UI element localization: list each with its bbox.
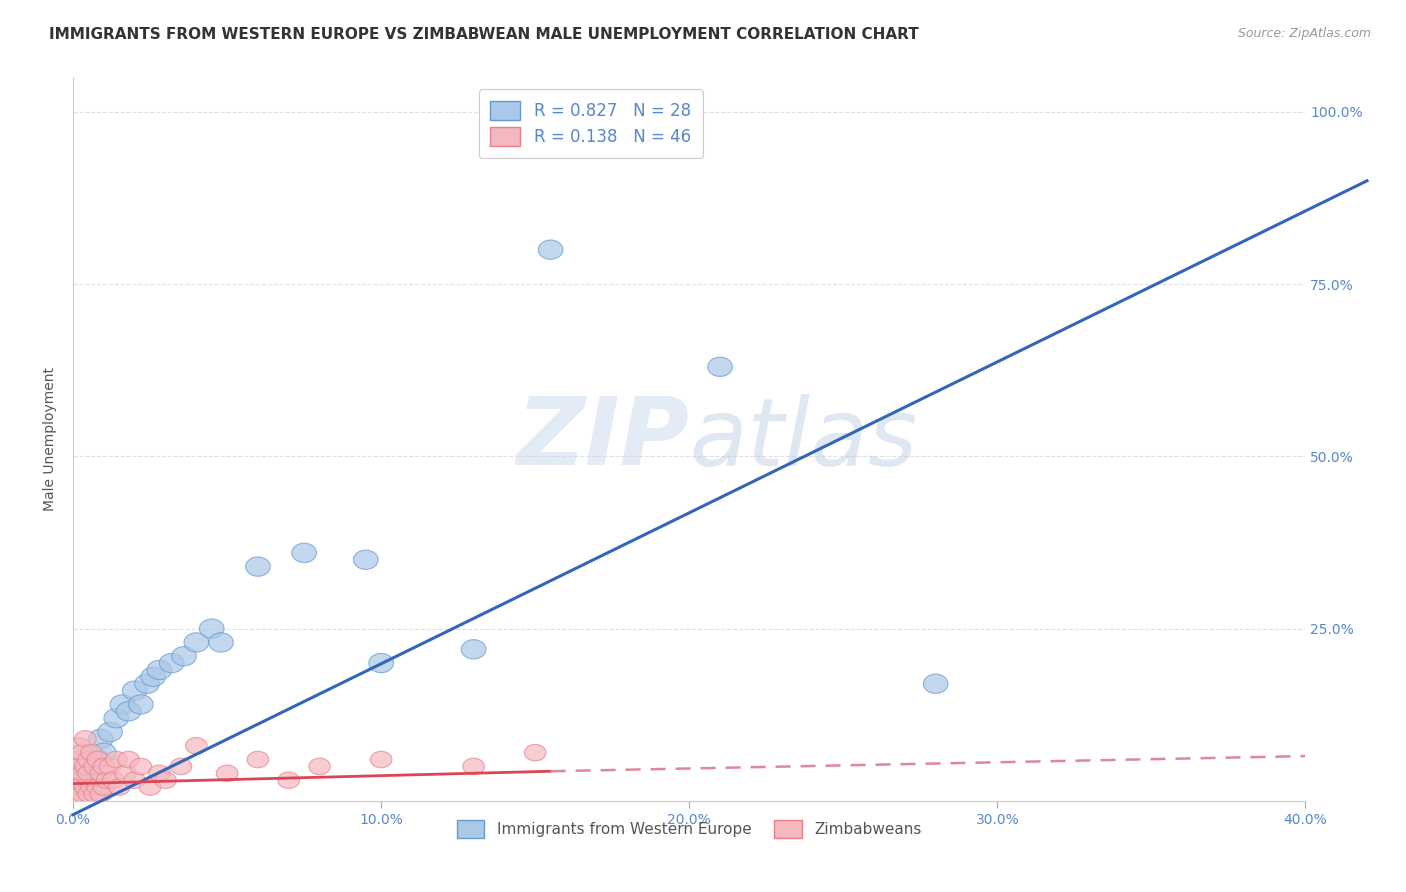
Ellipse shape [98,723,122,741]
Ellipse shape [217,765,238,781]
Ellipse shape [84,786,105,802]
Ellipse shape [72,765,93,781]
Ellipse shape [104,708,128,728]
Ellipse shape [69,758,90,774]
Ellipse shape [66,786,87,802]
Ellipse shape [90,786,111,802]
Ellipse shape [72,745,93,761]
Ellipse shape [172,647,197,665]
Ellipse shape [110,695,135,714]
Ellipse shape [170,758,191,774]
Ellipse shape [84,758,105,774]
Ellipse shape [90,765,111,781]
Ellipse shape [87,751,108,768]
Legend: Immigrants from Western Europe, Zimbabweans: Immigrants from Western Europe, Zimbabwe… [451,814,928,844]
Ellipse shape [93,758,115,774]
Ellipse shape [69,738,90,754]
Ellipse shape [246,557,270,576]
Ellipse shape [128,695,153,714]
Text: atlas: atlas [689,393,918,484]
Ellipse shape [72,786,93,802]
Ellipse shape [115,765,136,781]
Ellipse shape [139,779,160,796]
Ellipse shape [66,772,87,789]
Ellipse shape [86,750,110,769]
Ellipse shape [96,772,118,789]
Ellipse shape [368,654,394,673]
Ellipse shape [80,745,103,761]
Ellipse shape [108,779,131,796]
Ellipse shape [135,674,159,693]
Ellipse shape [186,738,207,754]
Ellipse shape [208,632,233,652]
Ellipse shape [370,751,392,768]
Ellipse shape [353,550,378,569]
Ellipse shape [924,674,948,693]
Ellipse shape [66,751,87,768]
Ellipse shape [149,765,170,781]
Ellipse shape [124,772,145,789]
Ellipse shape [155,772,176,789]
Ellipse shape [100,758,121,774]
Text: IMMIGRANTS FROM WESTERN EUROPE VS ZIMBABWEAN MALE UNEMPLOYMENT CORRELATION CHART: IMMIGRANTS FROM WESTERN EUROPE VS ZIMBAB… [49,27,920,42]
Ellipse shape [200,619,224,639]
Ellipse shape [75,731,96,747]
Text: ZIP: ZIP [516,393,689,485]
Ellipse shape [538,240,562,260]
Ellipse shape [75,758,96,774]
Ellipse shape [131,758,152,774]
Ellipse shape [75,779,96,796]
Ellipse shape [292,543,316,563]
Ellipse shape [80,779,103,796]
Ellipse shape [118,751,139,768]
Ellipse shape [148,660,172,680]
Ellipse shape [73,756,98,776]
Ellipse shape [159,654,184,673]
Ellipse shape [77,765,100,781]
Ellipse shape [77,751,100,768]
Ellipse shape [77,786,100,802]
Ellipse shape [461,640,486,659]
Ellipse shape [707,357,733,376]
Ellipse shape [93,779,115,796]
Ellipse shape [247,751,269,768]
Ellipse shape [141,667,166,687]
Y-axis label: Male Unemployment: Male Unemployment [44,368,58,511]
Ellipse shape [79,764,104,783]
Ellipse shape [184,632,208,652]
Ellipse shape [105,751,127,768]
Ellipse shape [103,772,124,789]
Ellipse shape [524,745,546,761]
Ellipse shape [69,779,90,796]
Ellipse shape [278,772,299,789]
Text: Source: ZipAtlas.com: Source: ZipAtlas.com [1237,27,1371,40]
Ellipse shape [309,758,330,774]
Ellipse shape [67,771,91,789]
Ellipse shape [117,702,141,721]
Ellipse shape [463,758,485,774]
Ellipse shape [122,681,148,700]
Ellipse shape [87,779,108,796]
Ellipse shape [91,743,117,763]
Ellipse shape [89,730,112,748]
